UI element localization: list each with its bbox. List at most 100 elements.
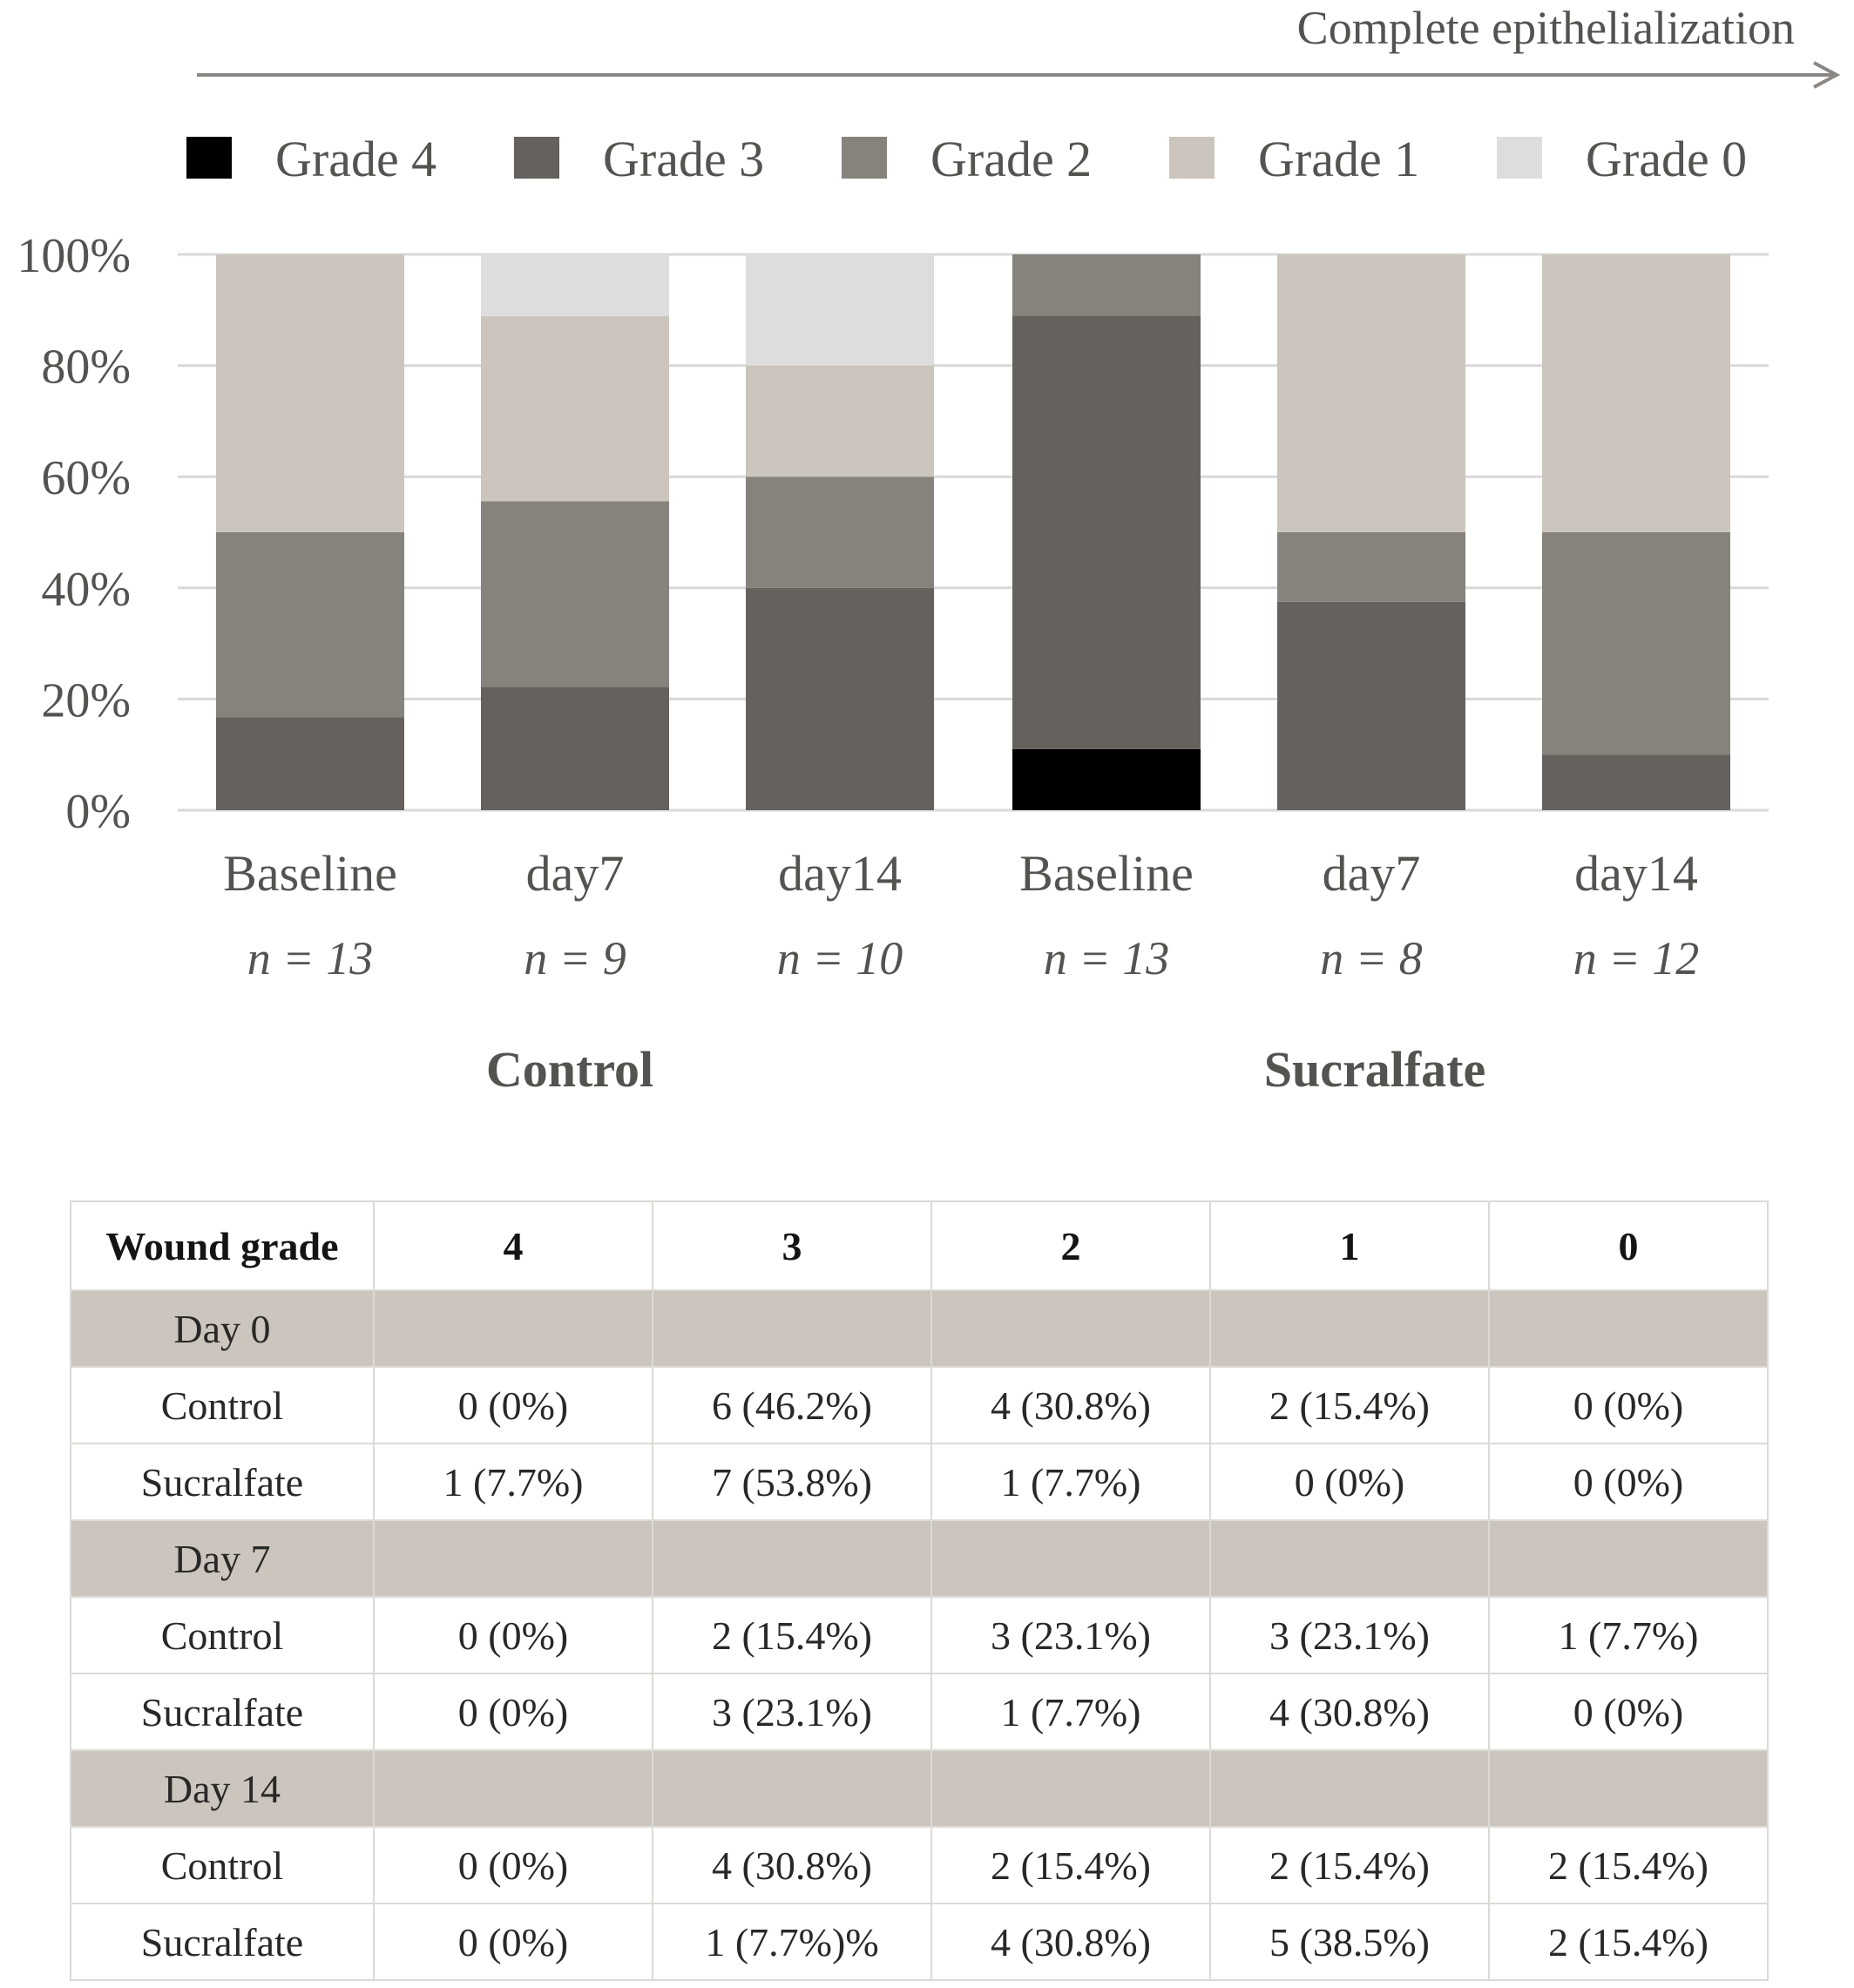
legend-label-grade-3: Grade 3 (603, 131, 764, 187)
table-row: Sucralfate 0 (0%) 3 (23.1%) 1 (7.7%) 4 (30.8… (70, 1673, 1769, 1751)
section-empty-cell (652, 1289, 932, 1368)
bar-segment-grade-4 (1012, 748, 1201, 810)
section-empty-cell (652, 1519, 932, 1598)
table-cell: 2 (15.4%) (930, 1826, 1211, 1904)
section-empty-cell (930, 1749, 1211, 1828)
table-cell: 2 (15.4%) (1209, 1366, 1490, 1444)
bar-segment-grade-2 (216, 532, 404, 718)
table-cell: 0 (0%) (1209, 1443, 1490, 1521)
x-axis-labels: Baseline n = 13 day7 n = 9 day14 n = 10 Baseli… (223, 845, 1699, 984)
group-title-sucralfate: Sucralfate (1263, 1041, 1486, 1098)
section-label: Day 7 (70, 1519, 375, 1598)
bar-segment-grade-1 (1542, 254, 1730, 532)
section-empty-cell (930, 1289, 1211, 1368)
legend-label-grade-4: Grade 4 (275, 131, 436, 187)
bar-segment-grade-2 (746, 477, 934, 588)
x-tick-label: Baseline (223, 845, 397, 902)
bar-segment-grade-3 (1012, 315, 1201, 749)
section-empty-cell (1488, 1749, 1769, 1828)
n-label: n = 13 (1044, 932, 1169, 984)
bar-segment-grade-0 (481, 254, 669, 316)
section-empty-cell (1209, 1749, 1490, 1828)
bar-segment-grade-2 (1542, 532, 1730, 755)
legend-swatch-grade-2 (842, 137, 887, 179)
row-label: Control (70, 1366, 375, 1444)
section-empty-cell (930, 1519, 1211, 1598)
bar-segment-grade-3 (746, 587, 934, 810)
table-row: Sucralfate 1 (7.7%) 7 (53.8%) 1 (7.7%) 0 (0%… (70, 1443, 1769, 1521)
bar-segment-grade-1 (481, 315, 669, 502)
y-tick-label: 60% (41, 451, 131, 505)
y-tick-label: 0% (65, 785, 131, 839)
y-axis-ticks: 0% 20% 40% 60% 80% 100% (17, 229, 131, 839)
n-label: n = 10 (777, 932, 903, 984)
section-empty-cell (373, 1749, 653, 1828)
table-cell: 0 (0%) (373, 1903, 653, 1981)
n-label: n = 13 (247, 932, 373, 984)
table-row: Sucralfate 0 (0%) 1 (7.7%)% 4 (30.8%) 5 (38.… (70, 1903, 1769, 1981)
bars (216, 254, 1730, 810)
table-cell: 0 (0%) (1488, 1366, 1769, 1444)
y-tick-label: 40% (41, 563, 131, 617)
epithelialization-arrow-label: Complete epithelialization (1297, 2, 1795, 54)
table-cell: 3 (23.1%) (652, 1673, 932, 1751)
table-row: Control 0 (0%) 6 (46.2%) 4 (30.8%) 2 (15.4%)… (70, 1366, 1769, 1444)
table-cell: 0 (0%) (373, 1366, 653, 1444)
bar-segment-grade-1 (1277, 254, 1465, 532)
arrow-head-icon (1813, 61, 1841, 89)
table-cell: 1 (7.7%) (1488, 1596, 1769, 1674)
header-wound-grade: Wound grade (70, 1200, 375, 1291)
n-label: n = 12 (1573, 932, 1699, 984)
bar-segment-grade-0 (746, 254, 934, 366)
legend: Grade 4 Grade 3 Grade 2 Grade 1 Grade 0 (186, 131, 1747, 187)
header-grade-cell: 1 (1209, 1200, 1490, 1291)
table-cell: 0 (0%) (1488, 1443, 1769, 1521)
legend-swatch-grade-4 (186, 137, 232, 179)
bar-segment-grade-2 (1012, 254, 1201, 316)
table-cell: 1 (7.7%) (930, 1673, 1211, 1751)
section-empty-cell (1488, 1289, 1769, 1368)
row-label: Sucralfate (70, 1443, 375, 1521)
table-section-row: Day 0 (70, 1289, 1769, 1368)
bar-segment-grade-1 (216, 254, 404, 532)
table-cell: 3 (23.1%) (930, 1596, 1211, 1674)
header-grade-cell: 2 (930, 1200, 1211, 1291)
section-label: Day 0 (70, 1289, 375, 1368)
table-cell: 4 (30.8%) (652, 1826, 932, 1904)
table-section-row: Day 14 (70, 1749, 1769, 1828)
bar-segment-grade-3 (481, 686, 669, 810)
header-grade-cell: 0 (1488, 1200, 1769, 1291)
table-cell: 4 (30.8%) (1209, 1673, 1490, 1751)
x-tick-label: day14 (1574, 845, 1698, 902)
y-tick-label: 20% (41, 673, 131, 727)
table-cell: 1 (7.7%)% (652, 1903, 932, 1981)
header-grade-cell: 3 (652, 1200, 932, 1291)
table-row: Control 0 (0%) 4 (30.8%) 2 (15.4%) 2 (15.4%)… (70, 1826, 1769, 1904)
bar-segment-grade-1 (746, 365, 934, 477)
bar-segment-grade-2 (1277, 532, 1465, 602)
wound-grade-table: Wound grade 4 3 2 1 0 Day 0 Control 0 (0%) 6 (46.… (70, 1200, 1769, 1981)
legend-swatch-grade-0 (1497, 137, 1542, 179)
x-tick-label: day7 (1323, 845, 1421, 902)
table-cell: 0 (0%) (373, 1826, 653, 1904)
table-cell: 1 (7.7%) (373, 1443, 653, 1521)
table-cell: 7 (53.8%) (652, 1443, 932, 1521)
bar-segment-grade-2 (481, 501, 669, 687)
table-cell: 2 (15.4%) (1488, 1826, 1769, 1904)
y-tick-label: 80% (41, 341, 131, 395)
table-cell: 2 (15.4%) (1209, 1826, 1490, 1904)
section-empty-cell (373, 1519, 653, 1598)
section-empty-cell (373, 1289, 653, 1368)
row-label: Control (70, 1596, 375, 1674)
table-cell: 4 (30.8%) (930, 1903, 1211, 1981)
gridlines (178, 253, 1769, 812)
x-tick-label: day14 (778, 845, 902, 902)
x-tick-label: day7 (526, 845, 625, 902)
legend-label-grade-1: Grade 1 (1258, 131, 1419, 187)
row-label: Sucralfate (70, 1673, 375, 1751)
n-label: n = 9 (524, 932, 626, 984)
n-label: n = 8 (1320, 932, 1422, 984)
legend-swatch-grade-1 (1169, 137, 1215, 179)
table-cell: 2 (15.4%) (652, 1596, 932, 1674)
legend-label-grade-0: Grade 0 (1586, 131, 1747, 187)
